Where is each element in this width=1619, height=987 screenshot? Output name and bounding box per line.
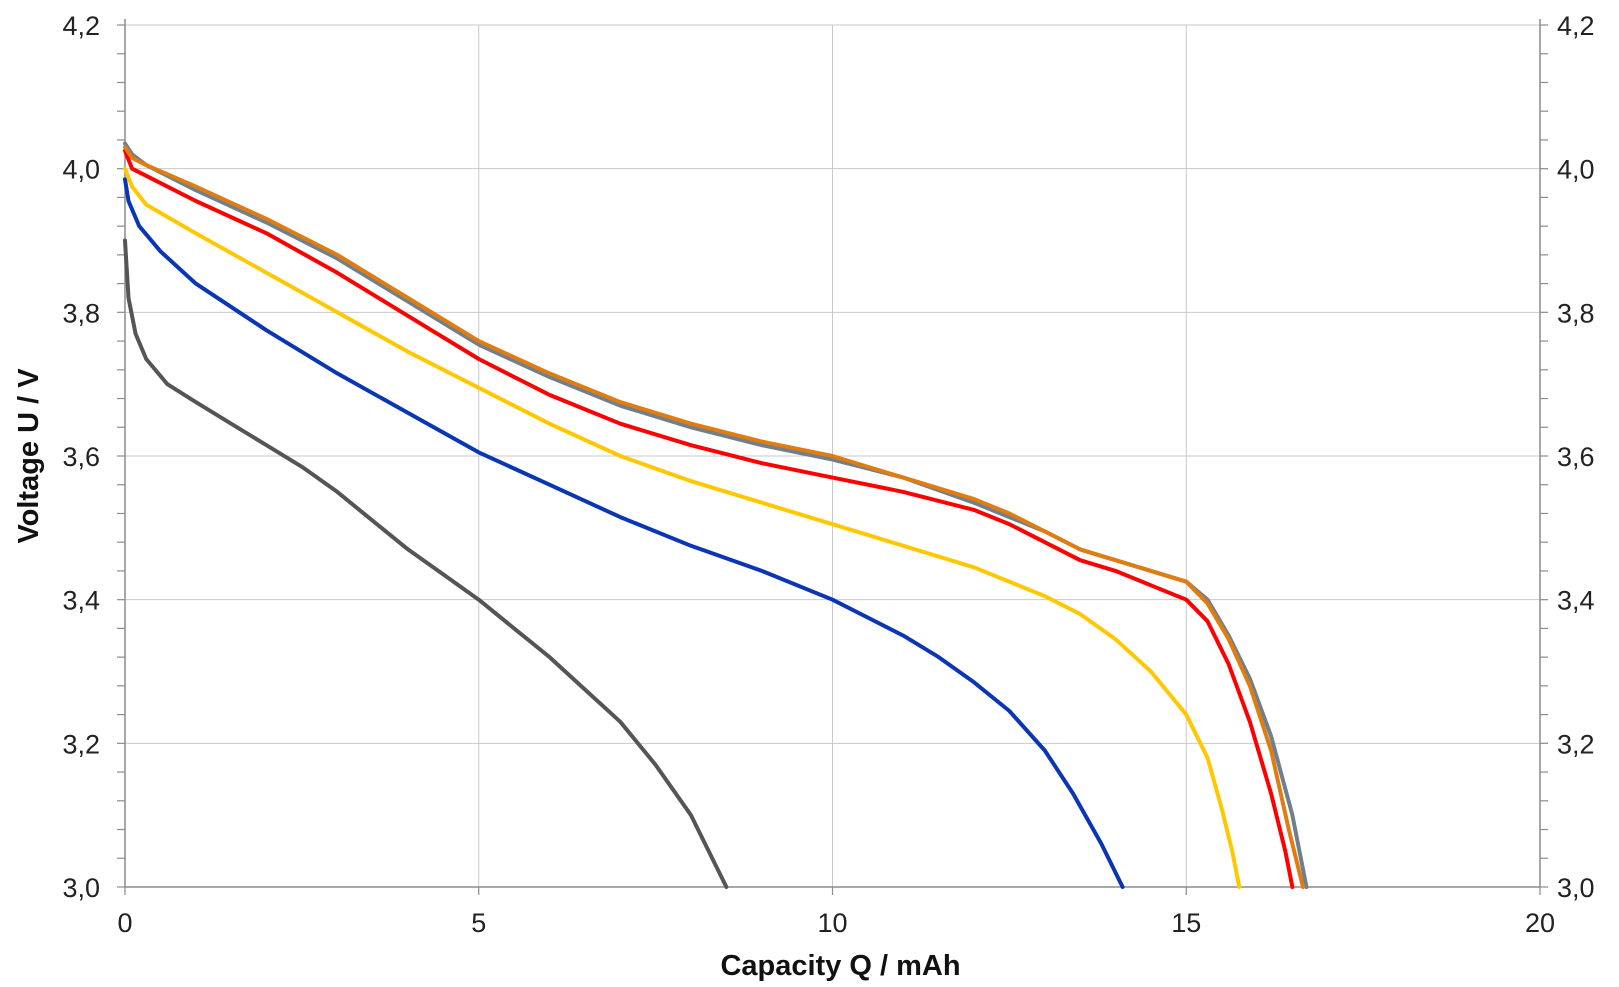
x-tick-label: 20: [1525, 908, 1555, 938]
x-tick-label: 15: [1171, 908, 1201, 938]
right-y-tick-label: 4,0: [1557, 155, 1595, 185]
right-y-tick-label: 3,2: [1557, 729, 1595, 759]
x-axis-title: Capacity Q / mAh: [720, 950, 960, 982]
left-y-tick-label: 4,2: [62, 11, 100, 41]
series-line-1: [123, 238, 729, 889]
y-axis-title: Voltage U / V: [13, 368, 45, 544]
left-y-tick-label: 4,0: [62, 155, 100, 185]
left-y-tick-label: 3,0: [62, 873, 100, 903]
x-tick-label: 0: [117, 908, 132, 938]
right-y-tick-label: 4,2: [1557, 11, 1595, 41]
left-y-tick-label: 3,8: [62, 298, 100, 328]
left-y-tick-label: 3,2: [62, 729, 100, 759]
right-y-tick-label: 3,6: [1557, 442, 1595, 472]
tick-labels: 3,0 3,0 3,2 3,2 3,4 3,4 3,6 3,6 3,8 3,8 4,0 4,0 4,2 4…: [62, 11, 1594, 938]
x-tick-label: 5: [471, 908, 486, 938]
left-y-tick-label: 3,6: [62, 442, 100, 472]
right-y-tick-label: 3,0: [1557, 873, 1595, 903]
series-group: [123, 141, 1309, 889]
right-y-tick-label: 3,4: [1557, 586, 1595, 616]
x-tick-label: 10: [817, 908, 847, 938]
series-line-6: [123, 145, 1305, 889]
right-y-tick-label: 3,8: [1557, 298, 1595, 328]
tick-marks: [117, 24, 1548, 895]
series-line-2: [123, 177, 1125, 889]
series-line-4: [123, 148, 1295, 889]
left-y-tick-label: 3,4: [62, 586, 100, 616]
series-line-3: [123, 166, 1242, 889]
